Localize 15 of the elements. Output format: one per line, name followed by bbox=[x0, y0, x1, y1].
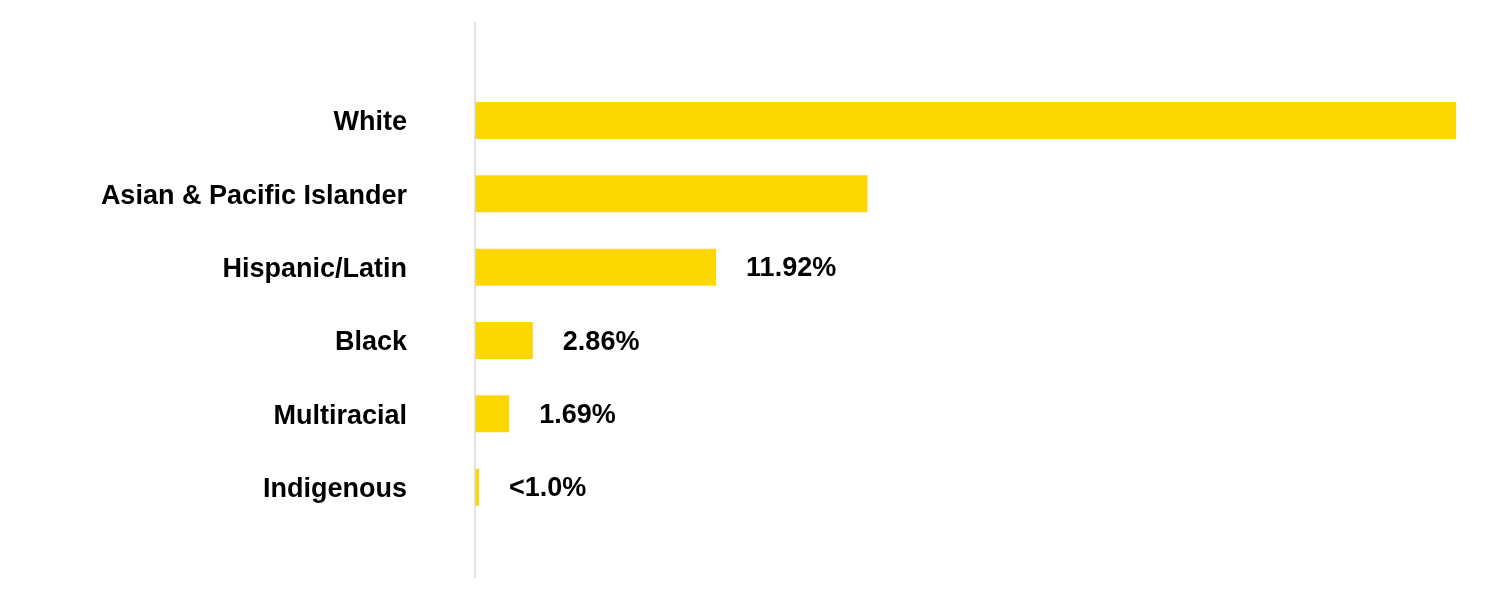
data-label: <1.0% bbox=[509, 472, 587, 503]
bar bbox=[475, 248, 717, 286]
y-tick-label: Hispanic/Latin bbox=[222, 252, 407, 283]
data-label: 1.69% bbox=[539, 398, 616, 429]
y-tick-label: White bbox=[333, 106, 407, 137]
bar bbox=[475, 395, 510, 433]
y-tick-label: Asian & Pacific Islander bbox=[100, 179, 408, 210]
data-label: 2.86% bbox=[562, 325, 640, 356]
y-tick-label: Indigenous bbox=[263, 472, 407, 503]
bar bbox=[475, 322, 533, 359]
y-tick-label: Multiracial bbox=[273, 399, 407, 430]
y-tick-label: Black bbox=[334, 326, 408, 357]
data-label: 11.92% bbox=[746, 252, 837, 283]
bar bbox=[475, 102, 1456, 139]
bar bbox=[475, 175, 868, 213]
